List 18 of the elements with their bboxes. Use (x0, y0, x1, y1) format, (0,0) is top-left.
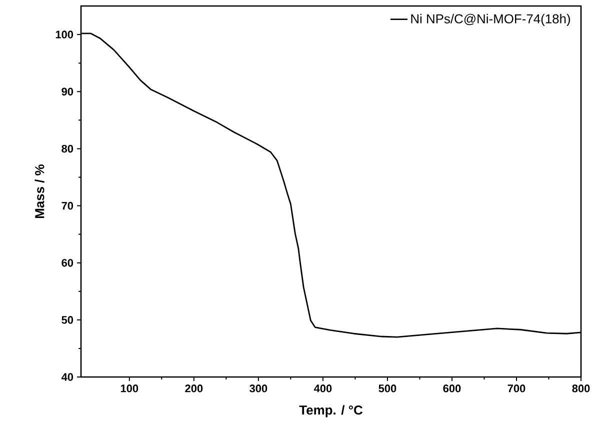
y-tick-label: 90 (62, 88, 74, 96)
x-tick-label: 700 (508, 384, 526, 392)
x-tick-label: 100 (120, 384, 138, 392)
y-tick-label: 40 (61, 373, 74, 381)
x-tick-label: 600 (443, 384, 461, 392)
x-tick-label: 800 (572, 384, 590, 392)
y-tick-label: 80 (62, 144, 74, 153)
x-tick-label: 500 (378, 384, 396, 392)
y-axis-title: Mass / % (34, 164, 44, 218)
x-tick-label: 200 (185, 384, 203, 392)
y-tick-label: 50 (62, 316, 74, 324)
y-tick-label: 70 (62, 202, 74, 210)
y-tick-label: 60 (62, 258, 74, 267)
x-axis-title: Temp. / °C (299, 405, 363, 418)
x-tick-label: 300 (250, 384, 268, 392)
y-tick-label: 100 (56, 30, 74, 38)
x-tick-label: 400 (314, 384, 332, 392)
legend-label: Ni NPs/C@Ni-MOF-74(18h) (411, 14, 570, 26)
